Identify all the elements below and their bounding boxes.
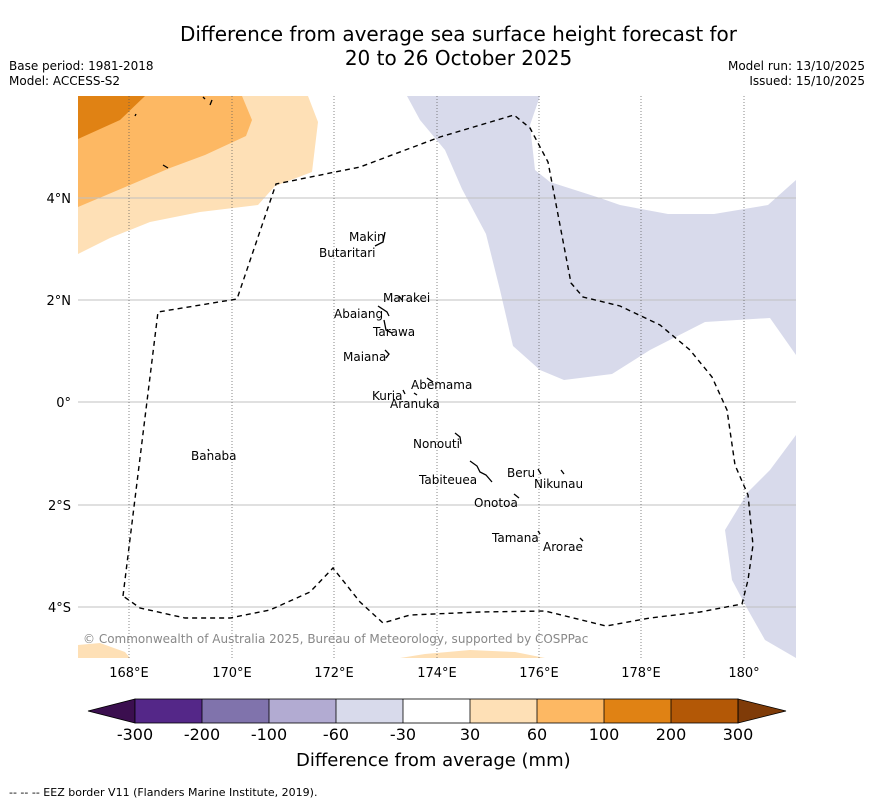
shade-60-100-top <box>78 96 252 207</box>
island-label-makin: Makin <box>349 230 385 244</box>
copyright-text: © Commonwealth of Australia 2025, Bureau… <box>83 632 589 646</box>
colorbar-tick-label: 300 <box>722 725 754 744</box>
lon-tick-label: 178°E <box>621 666 661 681</box>
island-label-butaritari: Butaritari <box>319 246 376 260</box>
island-label-aranuka: Aranuka <box>390 397 440 411</box>
lon-tick-label: 180° <box>728 666 759 681</box>
island-shapes <box>134 96 584 542</box>
model-run-text: Model run: 13/10/2025 <box>727 59 865 73</box>
lat-tick-label: 2°S <box>48 499 71 514</box>
lon-tick-label: 176°E <box>519 666 559 681</box>
island-label-onotoa: Onotoa <box>474 496 518 510</box>
island-label-banaba: Banaba <box>191 449 237 463</box>
colorbar-tick-label: 100 <box>588 725 620 744</box>
shade-n60-n30-southeast <box>725 435 796 658</box>
map: Makin Butaritari Marakei Abaiang Tarawa … <box>47 96 796 681</box>
colorbar-title: Difference from average (mm) <box>296 750 571 771</box>
lat-axis: 4°N 2°N 0° 2°S 4°S <box>47 192 72 616</box>
colorbar-tick-label: -100 <box>250 725 288 744</box>
title-line-2: 20 to 26 October 2025 <box>344 46 573 70</box>
island-label-nonouti: Nonouti <box>413 437 460 451</box>
model-text: Model: ACCESS-S2 <box>9 74 121 88</box>
colorbar-seg-100-200 <box>604 699 671 723</box>
island-label-arorae: Arorae <box>543 540 583 554</box>
island-label-marakei: Marakei <box>383 291 430 305</box>
colorbar-tick-label: 60 <box>526 725 548 744</box>
base-period-text: Base period: 1981-2018 <box>9 59 154 73</box>
island-label-abemama: Abemama <box>411 378 472 392</box>
colorbar-seg-n300-n200 <box>135 699 202 723</box>
grid-lines <box>78 96 796 658</box>
colorbar-tick-label: -200 <box>183 725 221 744</box>
colorbar-seg-30-60 <box>470 699 537 723</box>
island-label-tamana: Tamana <box>491 531 539 545</box>
lat-tick-label: 4°S <box>48 601 71 616</box>
colorbar-tick-label: 30 <box>459 725 481 744</box>
meta-right: Model run: 13/10/2025 Issued: 15/10/2025 <box>728 59 865 89</box>
colorbar-seg-60-100 <box>537 699 604 723</box>
colorbar-seg-n200-n100 <box>202 699 269 723</box>
lat-tick-label: 0° <box>56 396 71 411</box>
colorbar-tick-label: 200 <box>655 725 687 744</box>
colorbar-seg-200-300 <box>671 699 738 723</box>
eez-border <box>122 114 754 627</box>
island-label-abaiang: Abaiang <box>334 307 383 321</box>
title-line-1: Difference from average sea surface heig… <box>179 22 738 46</box>
colorbar-tick-label: -60 <box>322 725 350 744</box>
eez-footnote: -- -- -- EEZ border V11 (Flanders Marine… <box>9 786 318 799</box>
island-label-nikunau: Nikunau <box>534 477 583 491</box>
colorbar-tick-label: -300 <box>116 725 154 744</box>
lon-tick-label: 174°E <box>417 666 457 681</box>
meta-left: Base period: 1981-2018 Model: ACCESS-S2 <box>9 59 154 89</box>
island-label-beru: Beru <box>507 466 535 480</box>
shade-100-200-top <box>78 96 145 139</box>
colorbar-seg-n60-n30 <box>336 699 403 723</box>
colorbar <box>87 698 787 724</box>
shade-30-60-bottom-left <box>78 643 130 658</box>
lon-axis: 168°E 170°E 172°E 174°E 176°E 178°E 180° <box>109 666 759 681</box>
island-label-kuria: Kuria <box>372 389 403 403</box>
island-label-tarawa: Tarawa <box>372 325 415 339</box>
lat-tick-label: 4°N <box>47 192 72 207</box>
shade-30-60-bottom-mid <box>400 650 545 658</box>
lon-tick-label: 172°E <box>314 666 354 681</box>
colorbar-above-max <box>737 698 787 724</box>
lon-tick-label: 168°E <box>109 666 149 681</box>
colorbar-seg-n30-30 <box>403 699 470 723</box>
lon-tick-label: 170°E <box>212 666 252 681</box>
island-label-maiana: Maiana <box>343 350 386 364</box>
colorbar-below-min <box>87 698 136 724</box>
lat-tick-label: 2°N <box>47 294 72 309</box>
shade-n60-n30-east <box>407 96 796 380</box>
island-label-tabiteuea: Tabiteuea <box>418 473 477 487</box>
issued-text: Issued: 15/10/2025 <box>749 74 865 88</box>
colorbar-seg-n100-n60 <box>269 699 336 723</box>
page-title: Difference from average sea surface heig… <box>0 22 873 70</box>
colorbar-tick-label: -30 <box>389 725 417 744</box>
